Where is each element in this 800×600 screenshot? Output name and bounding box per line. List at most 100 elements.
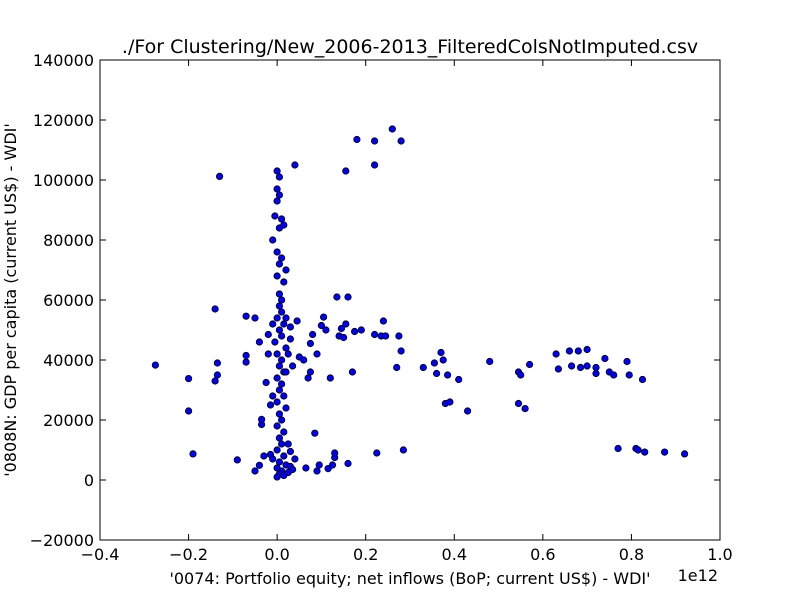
data-point	[216, 172, 224, 180]
data-point	[313, 467, 321, 475]
data-point	[333, 293, 341, 301]
data-point	[242, 358, 250, 366]
data-point	[277, 416, 286, 424]
data-point	[306, 368, 314, 376]
data-point	[370, 330, 379, 339]
data-point	[302, 464, 310, 472]
data-point	[269, 455, 277, 463]
data-point	[251, 467, 259, 475]
y-tick-label: 100000	[33, 171, 94, 190]
data-point	[282, 368, 290, 376]
data-point	[574, 347, 582, 355]
data-point	[185, 407, 193, 415]
x-tick-label: −0.4	[81, 545, 120, 564]
data-point	[322, 326, 330, 334]
data-point	[399, 446, 407, 454]
data-point	[273, 398, 281, 406]
data-point	[328, 461, 337, 469]
data-point	[370, 161, 379, 169]
data-point	[680, 450, 689, 458]
data-point	[592, 363, 600, 372]
data-point	[455, 375, 463, 384]
data-point	[344, 459, 352, 468]
data-point	[288, 465, 297, 474]
points-layer	[151, 125, 689, 481]
data-point	[277, 332, 286, 340]
y-tick-label: 0	[84, 471, 94, 490]
data-point	[601, 354, 609, 363]
data-point	[269, 320, 277, 328]
data-point	[463, 407, 472, 415]
data-point	[273, 473, 281, 481]
data-point	[275, 434, 283, 442]
data-point	[277, 440, 286, 448]
data-point	[610, 371, 618, 379]
data-point	[353, 135, 361, 144]
data-point	[288, 362, 297, 370]
data-point	[306, 339, 314, 348]
data-point	[280, 320, 288, 328]
data-point	[260, 452, 268, 460]
data-point	[641, 448, 649, 456]
data-point	[275, 302, 283, 310]
data-point	[280, 221, 288, 229]
data-point	[275, 362, 283, 370]
data-point	[275, 386, 283, 394]
y-tick-label: 140000	[33, 51, 94, 70]
data-point	[397, 137, 405, 145]
data-point	[213, 371, 221, 379]
data-point	[280, 428, 288, 436]
data-point	[269, 236, 277, 244]
data-point	[286, 323, 294, 331]
data-point	[565, 347, 574, 355]
data-point	[275, 326, 283, 334]
data-point	[242, 351, 250, 360]
data-point	[554, 365, 563, 373]
data-point	[275, 290, 283, 298]
data-point	[280, 452, 288, 460]
ticks-layer: −0.4 −0.2 0.0 0.2 0.4 0.6 0.8 1.0 −20000 0 20000 40…	[30, 51, 733, 564]
data-point	[277, 380, 286, 388]
data-point	[277, 254, 286, 262]
data-point	[317, 321, 325, 330]
x-tick-label: 0.2	[353, 545, 378, 564]
data-point	[638, 375, 647, 384]
data-point	[625, 371, 633, 379]
y-axis-label: '0808N: GDP per capita (current US$) - W…	[1, 123, 20, 477]
data-point	[271, 212, 279, 220]
data-point	[280, 392, 288, 400]
data-point	[576, 363, 585, 372]
data-point	[273, 248, 281, 256]
data-point	[273, 446, 281, 454]
data-point	[293, 317, 301, 325]
data-point	[308, 330, 317, 339]
x-tick-label: 0.6	[530, 545, 555, 564]
data-point	[275, 458, 283, 466]
x-tick-label: 0.4	[442, 545, 467, 564]
data-point	[273, 350, 281, 358]
data-point	[286, 335, 294, 343]
data-point	[185, 374, 193, 383]
data-point	[313, 350, 321, 358]
data-point	[275, 260, 283, 268]
y-tick-label: 120000	[33, 111, 94, 130]
data-point	[439, 356, 447, 364]
data-point	[348, 368, 356, 376]
data-point	[486, 357, 494, 366]
data-point	[304, 374, 312, 382]
data-point	[583, 345, 591, 354]
data-point	[331, 449, 339, 457]
data-point	[264, 350, 272, 358]
data-point	[311, 429, 319, 437]
data-point	[300, 356, 308, 364]
data-point	[350, 327, 359, 336]
data-point	[370, 137, 379, 145]
data-point	[282, 266, 290, 274]
plot-frame	[99, 59, 721, 541]
data-point	[273, 314, 281, 322]
data-point	[277, 296, 286, 304]
data-point	[432, 369, 441, 378]
data-point	[275, 191, 283, 199]
chart-title: ./For Clustering/New_2006-2013_FilteredC…	[122, 36, 698, 58]
